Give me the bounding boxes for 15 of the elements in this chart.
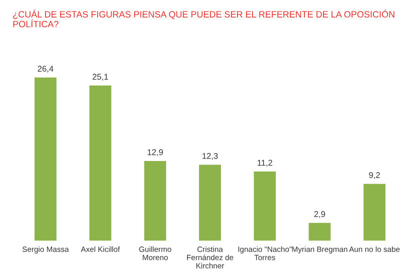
data-label: 11,2 xyxy=(258,160,272,167)
bar xyxy=(144,160,166,241)
data-label: 25,1 xyxy=(92,74,108,81)
bar xyxy=(89,86,112,241)
bar xyxy=(34,77,56,241)
data-label: 12,3 xyxy=(202,152,218,160)
data-label: 26,4 xyxy=(38,66,54,73)
bar xyxy=(364,184,386,241)
data-label: 2,9 xyxy=(314,211,326,218)
data-label: 12,9 xyxy=(148,149,163,156)
bar xyxy=(308,222,331,241)
bar xyxy=(199,164,221,241)
bar xyxy=(254,172,276,241)
chart-title: ¿CUÁL DE ESTAS FIGURAS PIENSA QUE PUEDE SER EL REFERENTE DE LA OPOSICIÓN POLÍTICA? xyxy=(13,10,394,28)
data-label: 9,2 xyxy=(369,172,380,180)
